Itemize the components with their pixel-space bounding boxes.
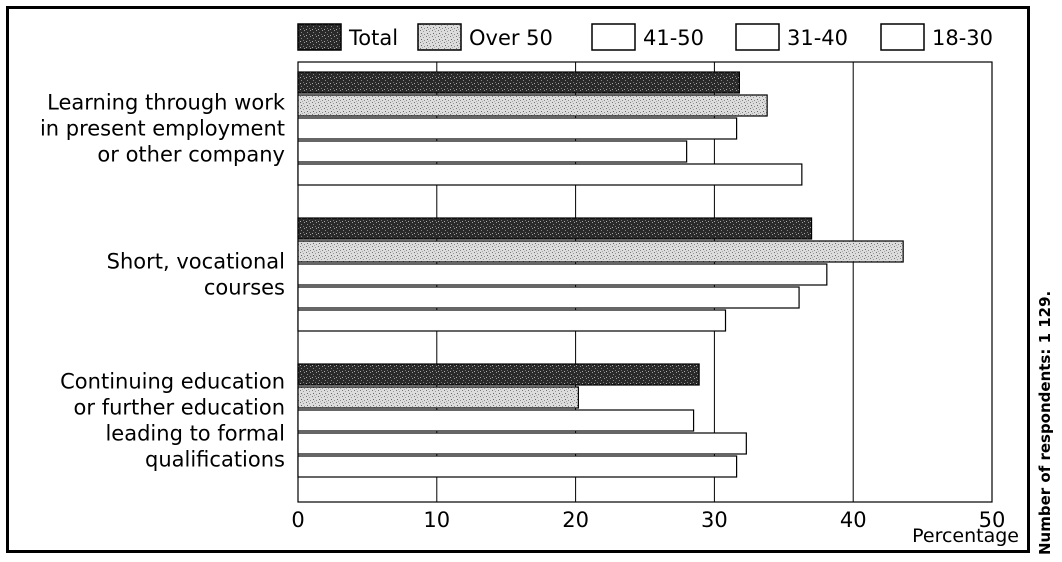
legend-label-41-50: 41-50 [643,26,704,50]
bar-18-30-group-1 [297,163,803,186]
bar-total-group-3 [297,363,700,386]
bar-over-50-group-3 [297,386,579,409]
bar-over-50-group-2 [297,240,904,263]
x-tick-label-20: 20 [562,508,589,532]
legend-swatch-41-50 [591,23,636,51]
legend-swatch-total [297,23,342,51]
bar-total-group-1 [297,71,740,94]
legend-label-18-30: 18-30 [932,26,993,50]
legend-swatch-over-50 [417,23,462,51]
bar-31-40-group-3 [297,432,747,455]
legend-swatch-31-40 [735,23,780,51]
legend-swatch-18-30 [880,23,925,51]
bar-chart: Total Over 50 41-50 31-40 18-30 Learning thr… [40,23,1019,547]
category-label-3-line-3: leading to formal [105,422,285,446]
bar-41-50-group-2 [297,263,828,286]
category-label-1-line-3: or other company [97,143,285,167]
category-label-3-line-2: or further education [74,396,285,420]
bar-18-30-group-2 [297,309,727,332]
bar-41-50-group-3 [297,409,695,432]
x-tick-label-30: 30 [701,508,728,532]
bar-total-group-2 [297,217,813,240]
respondents-note: Number of respondents: 1 129. [1036,290,1054,555]
legend: Total Over 50 41-50 31-40 18-30 [297,23,993,51]
x-axis-ticks: 0 10 20 30 40 50 [291,508,1005,532]
category-label-3-line-4: qualifications [145,448,285,472]
x-axis-label: Percentage [912,525,1019,547]
bar-41-50-group-1 [297,117,738,140]
x-tick-label-0: 0 [291,508,304,532]
legend-label-31-40: 31-40 [787,26,848,50]
bars [297,71,904,478]
x-tick-label-50: 50 [979,508,1006,532]
legend-label-over-50: Over 50 [469,26,553,50]
bar-18-30-group-3 [297,455,738,478]
category-label-2-line-1: Short, vocational [107,250,285,274]
chart-frame [6,6,1030,553]
category-label-1-line-1: Learning through work [47,91,286,115]
category-label-3-line-1: Continuing education [60,370,285,394]
legend-label-total: Total [348,26,398,50]
category-label-1-line-2: in present employment [40,117,285,141]
x-tick-label-40: 40 [840,508,867,532]
bar-over-50-group-1 [297,94,768,117]
bar-31-40-group-2 [297,286,800,309]
category-label-2-line-2: courses [204,276,285,300]
x-tick-label-10: 10 [423,508,450,532]
bar-31-40-group-1 [297,140,688,163]
